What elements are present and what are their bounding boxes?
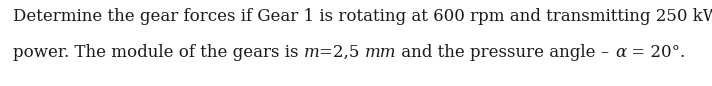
Text: = 20°.: = 20°. xyxy=(626,44,686,61)
Text: power. The module of the gears is: power. The module of the gears is xyxy=(13,44,303,61)
Text: α: α xyxy=(615,44,626,61)
Text: and the pressure angle –: and the pressure angle – xyxy=(397,44,615,61)
Text: mm: mm xyxy=(365,44,397,61)
Text: Determine the gear forces if Gear 1 is rotating at 600 rpm and transmitting 250 : Determine the gear forces if Gear 1 is r… xyxy=(13,8,712,25)
Text: =2,5: =2,5 xyxy=(319,44,365,61)
Text: m: m xyxy=(303,44,319,61)
